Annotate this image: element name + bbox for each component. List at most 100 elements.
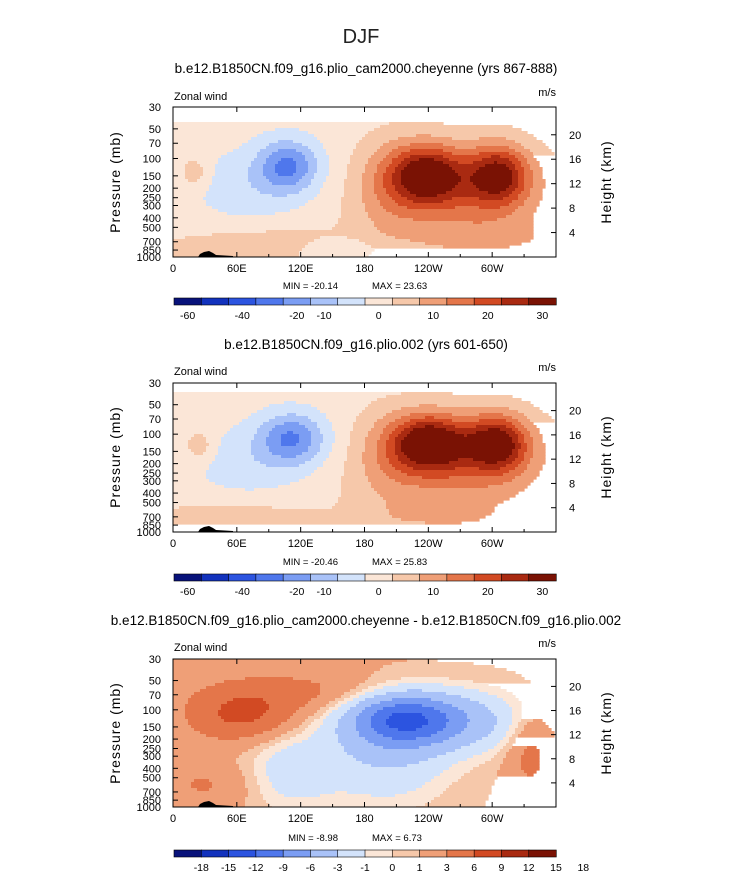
contour-cell [173, 683, 216, 687]
contour-cell [449, 476, 516, 480]
contour-cell [227, 431, 258, 435]
height-tick-label: 12 [569, 179, 581, 191]
contour-cell [245, 677, 294, 681]
contour-cell [185, 176, 201, 180]
contour-cell [401, 518, 480, 522]
contour-cell [254, 719, 288, 723]
contour-cell [380, 146, 399, 150]
contour-cell [200, 164, 216, 168]
contour-cell [275, 164, 297, 168]
colorbar-swatch [228, 573, 257, 582]
contour-cell [329, 170, 348, 174]
contour-cell [341, 206, 366, 210]
contour-cell [512, 713, 522, 717]
contour-cell [323, 440, 336, 444]
colorbar-swatch [528, 297, 557, 306]
contour-cell [221, 704, 270, 708]
contour-cell [206, 437, 222, 441]
contour-cell [212, 206, 300, 210]
contour-cell [392, 737, 417, 741]
contour-cell [479, 689, 507, 693]
colorbar-swatch [228, 849, 257, 858]
contour-cell [173, 446, 189, 450]
contour-cell [173, 497, 339, 501]
contour-cell [533, 152, 555, 156]
contour-cell [185, 164, 201, 168]
contour-cell [188, 701, 228, 705]
contour-cell [344, 473, 366, 477]
contour-cell [218, 446, 252, 450]
contour-cell [365, 449, 378, 453]
panel-3-variable-label: Zonal wind [174, 642, 227, 654]
contour-cell [173, 149, 234, 153]
contour-cell [173, 521, 426, 525]
contour-cell [209, 188, 258, 192]
contour-cell [530, 194, 543, 198]
contour-cell [203, 167, 216, 171]
contour-cell [524, 170, 534, 174]
contour-cell [320, 428, 333, 432]
contour-cell [344, 746, 384, 750]
contour-cell [407, 791, 444, 795]
contour-cell [320, 449, 333, 453]
contour-cell [530, 149, 552, 153]
contour-cell [320, 794, 372, 798]
contour-cell [371, 704, 396, 708]
contour-cell [368, 212, 393, 216]
contour-cell [386, 191, 399, 195]
contour-cell [281, 749, 345, 753]
contour-cell [521, 152, 534, 156]
contour-cell [350, 437, 366, 441]
contour-cell [188, 722, 282, 726]
contour-cell [335, 431, 351, 435]
contour-cell [272, 506, 333, 510]
contour-cell [248, 167, 264, 171]
colorbar-swatch [173, 297, 202, 306]
contour-cell [509, 407, 540, 411]
contour-cell [173, 758, 237, 762]
contour-cell [401, 446, 516, 450]
panel-3-ylabel-right: Height (km) [598, 691, 614, 774]
contour-cell [275, 788, 417, 792]
y-tick-label: 70 [149, 690, 161, 702]
contour-cell [497, 722, 513, 726]
contour-cell [206, 476, 306, 480]
contour-cell [173, 794, 249, 798]
contour-cell [509, 158, 519, 162]
contour-cell [401, 161, 411, 165]
contour-cell [281, 434, 300, 438]
colorbar-swatch [419, 849, 448, 858]
contour-cell [434, 797, 489, 801]
contour-cell [446, 716, 468, 720]
contour-cell [497, 770, 525, 774]
contour-cell [401, 170, 456, 174]
colorbar-label: 12 [523, 862, 535, 874]
contour-cell [425, 803, 486, 807]
contour-cell [269, 446, 309, 450]
contour-cell [191, 449, 207, 453]
contour-cell [443, 200, 513, 204]
contour-cell [383, 182, 393, 186]
contour-cell [308, 242, 366, 246]
contour-cell [425, 242, 522, 246]
contour-cell [311, 473, 345, 477]
contour-cell [485, 461, 498, 465]
contour-cell [341, 209, 366, 213]
colorbar-label: -1 [360, 862, 369, 874]
contour-cell [479, 206, 501, 210]
contour-cell [524, 185, 534, 189]
contour-cell [314, 155, 330, 159]
contour-cell [359, 140, 390, 144]
panel-2-x-axis: 0 60E 120E 180 120W 60W [170, 383, 525, 550]
contour-cell [374, 425, 387, 429]
contour-cell [365, 440, 378, 444]
x-tick-label: 180 [355, 538, 373, 550]
contour-cell [521, 164, 531, 168]
contour-cell [455, 734, 489, 738]
contour-cell [287, 431, 294, 435]
contour-cell [338, 719, 357, 723]
contour-cell [506, 701, 522, 705]
contour-cell [509, 740, 516, 744]
colorbar-label: 1 [417, 862, 423, 874]
